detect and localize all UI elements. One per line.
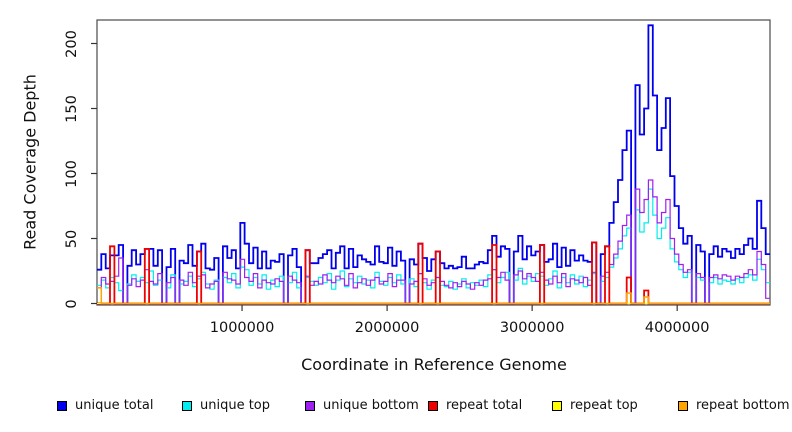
legend-swatch-unique-top-icon [182,400,192,411]
y-tick-label: 150 [64,94,80,123]
series-unique-bottom [97,179,770,305]
plot-box [96,19,771,306]
legend-label: unique top [200,398,271,413]
series-repeat-bottom [97,287,770,305]
y-tick-label: 200 [64,29,80,58]
legend-label: unique total [75,398,154,413]
y-tick-label: 100 [64,159,80,188]
legend-swatch-repeat-bottom-icon [678,400,688,411]
y-tick-label: 50 [64,229,80,248]
y-tick-label: 0 [64,298,80,309]
legend-label: repeat bottom [696,398,790,413]
series-repeat-total [97,241,770,305]
legend-item-unique-total: unique total [57,398,153,413]
x-tick-label: 4000000 [644,320,710,336]
legend-swatch-unique-total-icon [57,400,67,411]
legend-item-unique-top: unique top [182,398,270,413]
series-unique-top [97,188,770,305]
y-axis-title: Read Coverage Depth [20,74,40,250]
x-axis-title: Coordinate in Reference Genome [301,355,567,374]
x-tick-label: 3000000 [499,320,565,336]
legend-label: repeat total [446,398,523,413]
x-tick-label: 1000000 [209,320,275,336]
legend-swatch-unique-bottom-icon [305,400,315,411]
legend-swatch-repeat-total-icon [428,400,438,411]
x-tick-label: 2000000 [354,320,420,336]
legend-label: repeat top [570,398,638,413]
legend-item-repeat-bottom: repeat bottom [678,398,790,413]
legend: unique total unique top unique bottom re… [0,398,792,418]
legend-swatch-repeat-top-icon [552,400,562,411]
legend-label: unique bottom [323,398,419,413]
legend-item-repeat-top: repeat top [552,398,638,413]
legend-item-repeat-total: repeat total [428,398,522,413]
coverage-plot [91,19,771,311]
series-unique-total [97,24,770,305]
legend-item-unique-bottom: unique bottom [305,398,419,413]
